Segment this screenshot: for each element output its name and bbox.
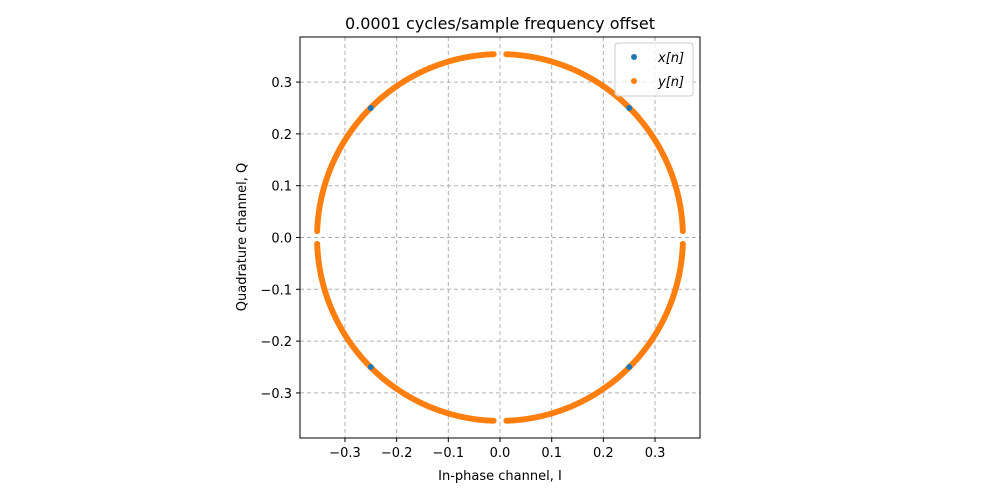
y-tick-label: −0.2 (260, 335, 292, 350)
x-point (626, 364, 633, 371)
x-tick-label: 0.1 (541, 446, 562, 461)
y-point (503, 51, 510, 58)
x-point (626, 104, 633, 111)
x-tick-label: 0.3 (645, 446, 666, 461)
chart-title: 0.0001 cycles/sample frequency offset (345, 14, 655, 33)
y-point (679, 240, 686, 247)
y-axis-ticks: 0.3 0.2 0.1 0.0 −0.1 −0.2 −0.3 (260, 76, 300, 402)
y-tick-label: 0.2 (271, 128, 292, 143)
x-tick-label: 0.2 (593, 446, 614, 461)
series-x-points (367, 104, 633, 371)
x-axis-label: In-phase channel, I (438, 469, 562, 484)
y-axis-label: Quadrature channel, Q (235, 163, 250, 311)
x-axis-ticks: −0.3 −0.2 −0.1 0.0 0.1 0.2 0.3 (329, 438, 665, 461)
x-tick-label: 0.0 (490, 446, 511, 461)
y-tick-label: −0.1 (260, 283, 292, 298)
series-y-points (314, 51, 686, 424)
x-tick-label: −0.3 (329, 446, 361, 461)
legend-marker-y (631, 78, 637, 84)
legend-label-x: x[n] (657, 51, 684, 66)
x-tick-label: −0.1 (433, 446, 465, 461)
y-tick-label: 0.1 (271, 180, 292, 195)
y-tick-label: 0.0 (271, 232, 292, 247)
y-tick-label: 0.3 (271, 76, 292, 91)
x-tick-label: −0.2 (381, 446, 413, 461)
y-tick-label: −0.3 (260, 387, 292, 402)
y-point (490, 417, 497, 424)
grid (300, 37, 700, 438)
y-point (314, 228, 321, 235)
legend: x[n] y[n] (614, 42, 694, 97)
legend-marker-x (631, 54, 637, 60)
x-point (367, 104, 374, 111)
legend-label-y: y[n] (657, 75, 684, 90)
x-point (367, 364, 374, 371)
